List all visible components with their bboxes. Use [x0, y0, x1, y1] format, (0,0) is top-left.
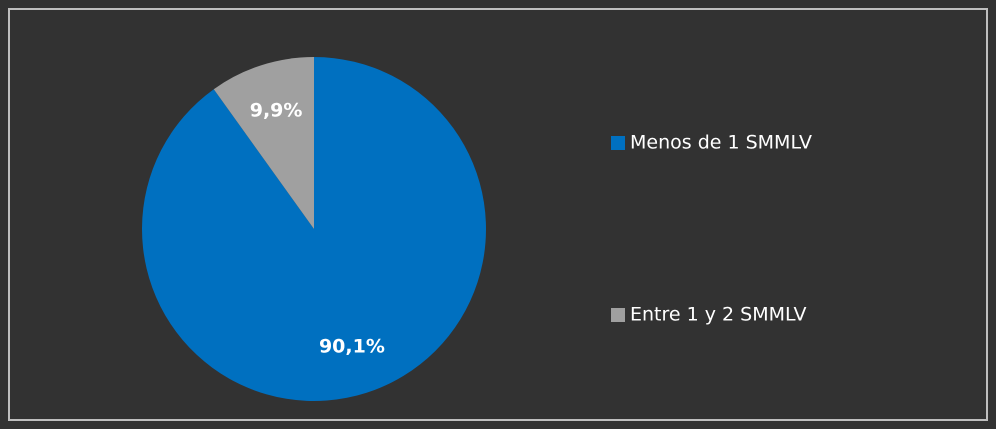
legend-swatch	[611, 136, 625, 150]
pie-slice	[213, 57, 314, 229]
legend-label: Entre 1 y 2 SMMLV	[630, 304, 807, 326]
data-label: 90,1%	[319, 335, 385, 357]
chart-border	[8, 8, 988, 421]
data-label: 9,9%	[250, 100, 303, 122]
legend-swatch	[611, 308, 625, 322]
legend-label: Menos de 1 SMMLV	[630, 132, 812, 154]
